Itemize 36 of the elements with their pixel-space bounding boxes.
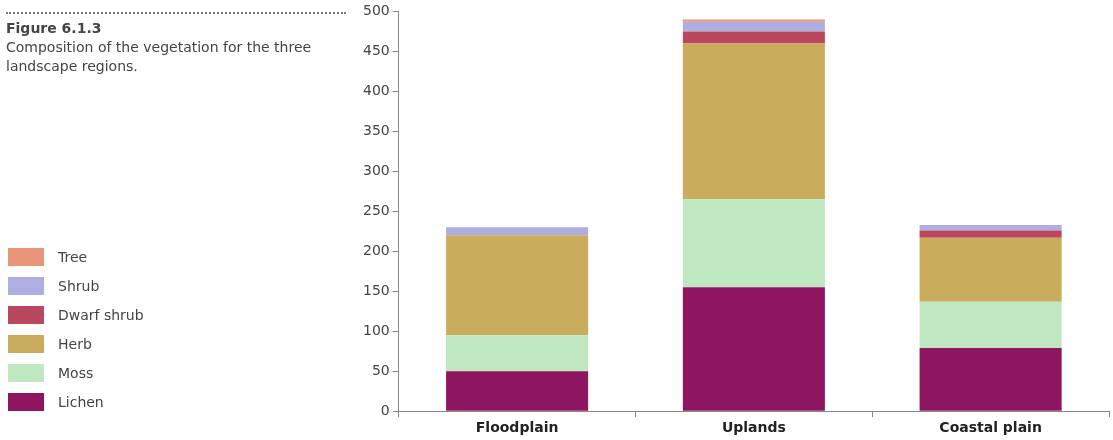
y-tick-label: 100 xyxy=(362,321,390,338)
y-tick-label: 0 xyxy=(380,401,390,418)
y-tick-label: 200 xyxy=(362,241,390,258)
bar xyxy=(682,43,825,200)
bar xyxy=(446,335,589,372)
bar xyxy=(919,348,1062,411)
bar xyxy=(446,227,589,236)
text: Composition of the vegetation for the three landscape regions. xyxy=(6,38,313,76)
text: Figure 6.1.3 xyxy=(6,20,102,36)
bar xyxy=(446,235,589,336)
legend-label: Tree xyxy=(58,248,88,265)
bar xyxy=(682,31,825,44)
y-tick-label: 450 xyxy=(362,42,390,59)
y-tick-label: 50 xyxy=(371,361,390,378)
bar xyxy=(919,301,1062,349)
y-tick-label: 350 xyxy=(362,121,390,138)
bar xyxy=(682,287,825,411)
x-tick-label: Coastal plain xyxy=(939,419,1042,436)
legend-label: Moss xyxy=(58,364,94,381)
x-tick-label: Floodplain xyxy=(475,419,559,436)
bar xyxy=(682,19,825,22)
bar xyxy=(682,199,825,288)
y-tick-label: 300 xyxy=(362,161,390,178)
y-tick-label: 400 xyxy=(362,82,390,98)
legend-label: Shrub xyxy=(58,277,100,294)
bar xyxy=(682,21,825,32)
y-tick-label: 500 xyxy=(362,2,390,19)
x-tick-label: Uplands xyxy=(721,419,786,436)
y-tick-label: 150 xyxy=(362,281,390,298)
bar xyxy=(919,230,1062,238)
legend-label: Dwarf shrub xyxy=(58,306,144,323)
y-tick-label: 250 xyxy=(362,201,390,218)
legend-label: Lichen xyxy=(58,393,104,410)
legend-label: Herb xyxy=(58,335,92,352)
bar xyxy=(446,371,589,411)
bar xyxy=(919,237,1062,302)
